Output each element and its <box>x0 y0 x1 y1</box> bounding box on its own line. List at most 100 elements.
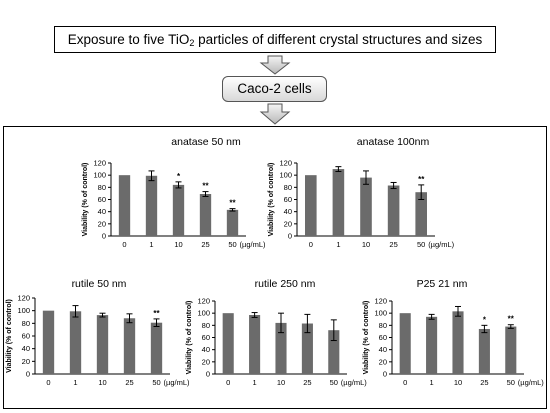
significance-label: ** <box>202 182 209 191</box>
x-tick-label: 10 <box>362 240 370 249</box>
bar <box>328 330 340 374</box>
x-unit-label: (µg/mL) <box>518 378 544 387</box>
bar <box>145 175 158 236</box>
x-tick-label: 0 <box>226 378 230 387</box>
exposure-header-box: Exposure to five TiO2 particles of diffe… <box>54 26 496 53</box>
y-tick-label: 20 <box>98 219 106 228</box>
x-tick-label: 1 <box>73 378 77 387</box>
x-tick-label: 50 <box>152 378 160 387</box>
y-tick-label: 100 <box>197 309 210 318</box>
x-unit-label: (µg/mL) <box>240 240 266 249</box>
x-tick-label: 25 <box>389 240 397 249</box>
y-tick-label: 120 <box>279 159 292 168</box>
y-tick-label: 100 <box>279 171 292 180</box>
x-tick-label: 0 <box>122 240 126 249</box>
y-tick-label: 40 <box>22 344 30 353</box>
x-tick-label: 50 <box>417 240 425 249</box>
caco2-cells-box: Caco-2 cells <box>222 76 327 102</box>
bar <box>305 175 317 236</box>
caco2-cells-label: Caco-2 cells <box>237 81 312 96</box>
y-axis-label: Viability (% of control) <box>363 301 370 375</box>
bar <box>332 169 345 236</box>
bar <box>172 184 185 236</box>
significance-label: ** <box>153 309 160 318</box>
x-tick-label: 50 <box>228 240 236 249</box>
y-tick-label: 120 <box>93 159 106 168</box>
bar <box>42 310 55 374</box>
bar <box>96 315 109 374</box>
bar <box>415 192 427 236</box>
bar <box>118 175 131 236</box>
y-tick-label: 100 <box>93 171 106 180</box>
chart-title: anatase 100nm <box>357 136 430 148</box>
x-tick-label: 10 <box>98 378 106 387</box>
y-tick-label: 0 <box>26 370 30 379</box>
x-unit-label: (µg/mL) <box>428 240 454 249</box>
y-tick-label: 80 <box>22 319 30 328</box>
bar <box>123 318 136 374</box>
significance-label: ** <box>508 315 515 324</box>
bar <box>478 328 490 374</box>
bar <box>426 316 438 374</box>
bar <box>275 322 287 374</box>
y-tick-label: 60 <box>22 332 30 341</box>
y-tick-label: 0 <box>206 370 210 379</box>
x-tick-label: 1 <box>336 240 340 249</box>
y-axis-label: Viability (% of control) <box>82 163 89 237</box>
bar <box>301 323 313 374</box>
y-tick-label: 120 <box>374 297 387 306</box>
significance-label: * <box>483 315 487 324</box>
bar <box>452 311 464 374</box>
significance-label: ** <box>418 175 425 184</box>
bar <box>69 311 82 374</box>
bar <box>199 194 212 236</box>
bar <box>222 313 234 374</box>
x-tick-label: 25 <box>480 378 488 387</box>
x-tick-label: 10 <box>277 378 285 387</box>
y-tick-label: 20 <box>22 357 30 366</box>
x-tick-label: 1 <box>149 240 153 249</box>
x-tick-label: 50 <box>330 378 338 387</box>
y-tick-label: 60 <box>202 333 210 342</box>
header-text-pre: Exposure to five TiO <box>67 32 190 47</box>
bar <box>399 313 411 374</box>
bar <box>505 326 517 374</box>
x-tick-label: 0 <box>46 378 50 387</box>
x-tick-label: 0 <box>403 378 407 387</box>
bar <box>360 177 372 236</box>
y-tick-label: 80 <box>284 183 292 192</box>
y-tick-label: 40 <box>284 207 292 216</box>
chart-title: rutile 50 nm <box>72 278 127 290</box>
header-text-post: particles of different crystal structure… <box>194 32 483 47</box>
x-tick-label: 1 <box>253 378 257 387</box>
significance-label: * <box>177 172 181 181</box>
x-tick-label: 1 <box>430 378 434 387</box>
y-tick-label: 0 <box>383 370 387 379</box>
y-tick-label: 0 <box>102 232 106 241</box>
x-unit-label: (µg/mL) <box>341 378 367 387</box>
bar <box>249 314 261 374</box>
chart-title: anatase 50 nm <box>171 136 241 148</box>
y-tick-label: 20 <box>202 357 210 366</box>
y-axis-label: Viability (% of control) <box>268 163 275 237</box>
x-tick-label: 25 <box>125 378 133 387</box>
y-tick-label: 40 <box>98 207 106 216</box>
bar <box>226 209 239 236</box>
y-tick-label: 120 <box>17 294 30 303</box>
bar <box>387 185 400 236</box>
x-tick-label: 10 <box>454 378 462 387</box>
y-tick-label: 20 <box>379 357 387 366</box>
x-tick-label: 25 <box>201 240 209 249</box>
x-tick-label: 10 <box>174 240 182 249</box>
y-tick-label: 20 <box>284 219 292 228</box>
y-axis-label: Viability (% of control) <box>6 299 13 373</box>
chart-title: P25 21 nm <box>417 278 468 290</box>
header-subscript: 2 <box>189 38 195 48</box>
y-tick-label: 80 <box>202 321 210 330</box>
y-tick-label: 60 <box>379 333 387 342</box>
y-tick-label: 80 <box>98 183 106 192</box>
x-tick-label: 50 <box>507 378 515 387</box>
y-axis-label: Viability (% of control) <box>186 301 193 375</box>
y-tick-label: 60 <box>284 195 292 204</box>
